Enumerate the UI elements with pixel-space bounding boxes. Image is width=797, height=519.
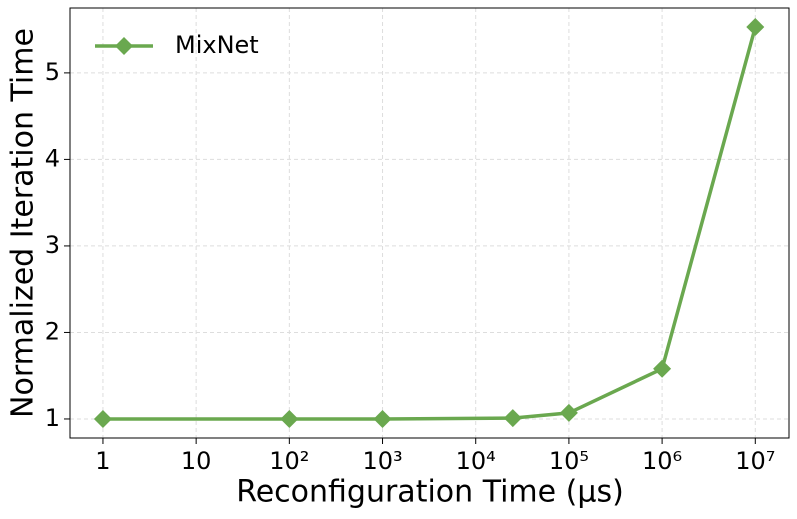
x-axis-label: Reconfiguration Time (μs): [236, 475, 624, 510]
x-tick-label: 10⁴: [456, 447, 496, 475]
x-tick-label: 10³: [362, 447, 402, 475]
plot-frame: [69, 7, 790, 439]
marker: [653, 359, 672, 378]
marker: [93, 409, 112, 428]
legend-marker: [115, 37, 133, 55]
marker: [559, 403, 578, 422]
y-tick-label: 5: [45, 58, 60, 86]
x-tick-label: 10⁶: [642, 447, 682, 475]
y-tick-label: 2: [45, 317, 60, 345]
x-tick-label: 10⁷: [735, 447, 775, 475]
marker: [280, 409, 299, 428]
marker: [746, 18, 765, 37]
marker: [503, 409, 522, 428]
legend-label: MixNet: [175, 31, 259, 59]
x-tick-label: 10⁵: [549, 447, 589, 475]
y-tick-label: 1: [45, 404, 60, 432]
x-tick-label: 1: [95, 447, 110, 475]
x-tick-label: 10: [181, 447, 212, 475]
series-line: [102, 26, 757, 421]
marker: [373, 409, 392, 428]
y-tick-label: 3: [45, 231, 60, 259]
x-tick-label: 10²: [269, 447, 309, 475]
y-tick-label: 4: [45, 144, 60, 172]
y-axis-label: Normalized Iteration Time: [6, 28, 41, 418]
